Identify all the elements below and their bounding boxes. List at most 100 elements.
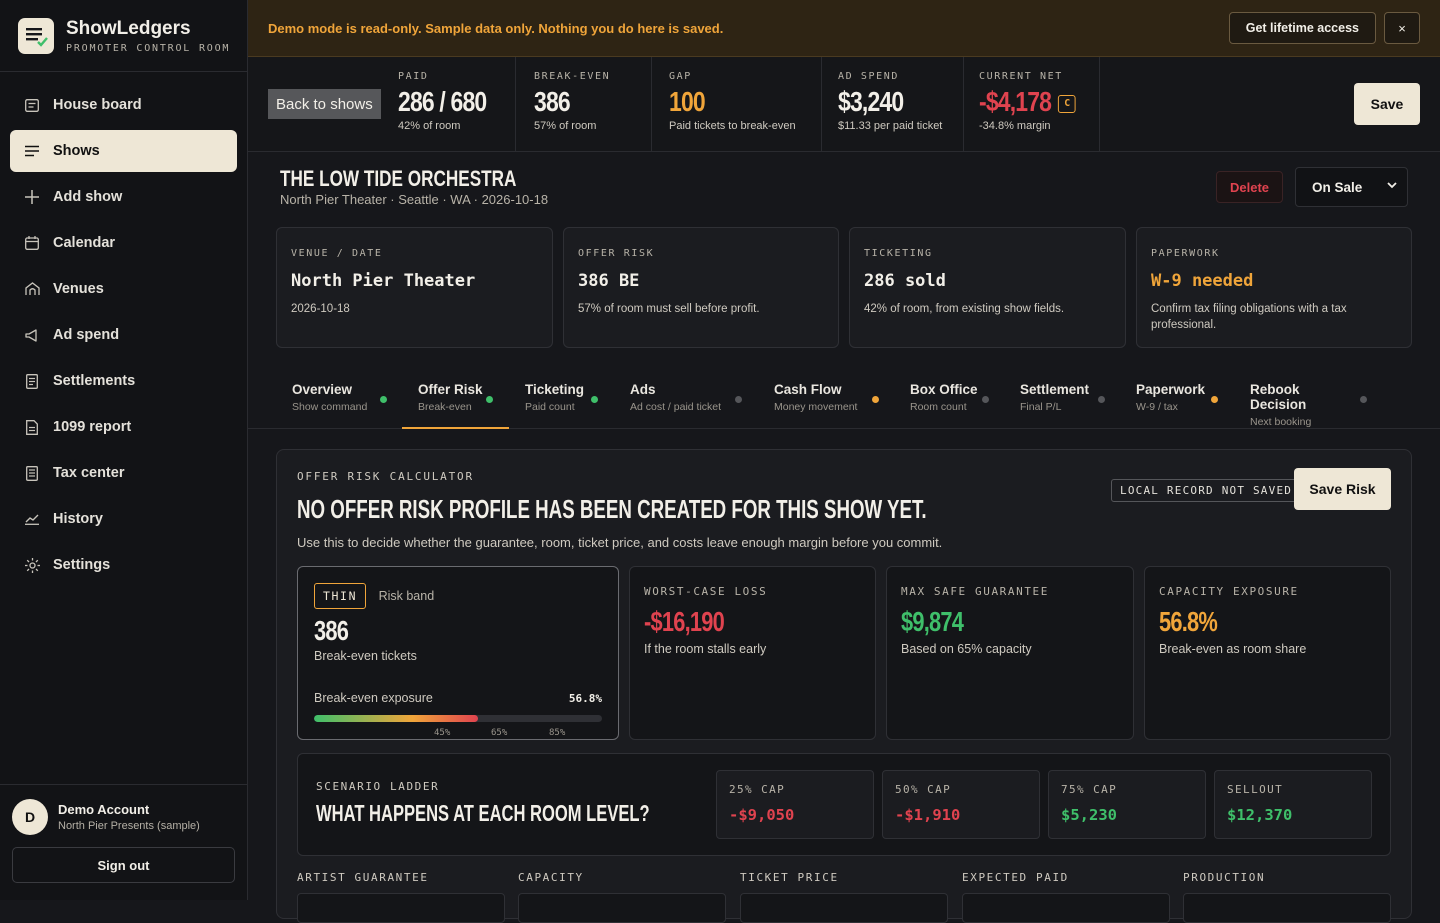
ledger-logo-icon — [18, 17, 54, 54]
sidebar-item-label: House board — [53, 97, 142, 113]
sidebar-item-ad-spend[interactable]: Ad spend — [10, 314, 237, 356]
board-icon — [24, 97, 40, 113]
calculator-label: OFFER RISK CALCULATOR — [297, 470, 474, 483]
sign-out-button[interactable]: Sign out — [12, 847, 235, 883]
save-risk-button[interactable]: Save Risk — [1294, 468, 1391, 510]
delete-show-button[interactable]: Delete — [1216, 171, 1283, 203]
stat-gap: GAP 100 Paid tickets to break-even — [669, 57, 822, 151]
info-sub: Confirm tax filing obligations with a ta… — [1151, 303, 1347, 331]
exposure-bar — [314, 715, 602, 722]
tab-ads[interactable]: Ads Ad cost / paid ticket — [614, 382, 758, 429]
sidebar-item-label: Add show — [53, 189, 123, 205]
sidebar-item-tax-center[interactable]: Tax center — [10, 452, 237, 494]
scenario-label: 75% CAP — [1061, 783, 1118, 796]
info-card-ticketing: TICKETING 286 sold 42% of room, from exi… — [849, 227, 1126, 348]
metric-value: 56.8% — [1159, 606, 1218, 637]
receipt-icon — [24, 373, 40, 389]
scenario-label: SELLOUT — [1227, 783, 1284, 796]
sidebar-item-settings[interactable]: Settings — [10, 544, 237, 586]
status-dot — [1360, 396, 1367, 403]
metric-sub: Break-even as room share — [1159, 642, 1307, 656]
account-panel: D Demo Account North Pier Presents (samp… — [0, 784, 247, 900]
calculator-description: Use this to decide whether the guarantee… — [297, 535, 943, 550]
avatar[interactable]: D — [12, 799, 48, 835]
ladder-title: WHAT HAPPENS AT EACH ROOM LEVEL? — [316, 800, 650, 826]
info-value: W-9 needed — [1151, 271, 1254, 291]
tab-offer-risk[interactable]: Offer Risk Break-even — [402, 382, 509, 429]
risk-band-badge: THIN — [314, 583, 367, 609]
tab-rebook-decision[interactable]: Rebook Decision Next booking — [1234, 382, 1374, 429]
sidebar-item-1099-report[interactable]: 1099 report — [10, 406, 237, 448]
tab-ticketing[interactable]: Ticketing Paid count — [509, 382, 614, 429]
break-even-tickets-value: 386 — [314, 615, 349, 646]
demo-banner: Demo mode is read-only. Sample data only… — [248, 0, 1440, 57]
scenario-value: $12,370 — [1227, 806, 1293, 824]
info-card-paperwork: PAPERWORK W-9 needed Confirm tax filing … — [1136, 227, 1412, 348]
tab-title: Ads — [630, 382, 656, 397]
tab-box-office[interactable]: Box Office Room count — [894, 382, 1004, 429]
capacity-field[interactable] — [518, 893, 726, 923]
expected-paid-field[interactable] — [962, 893, 1170, 923]
scenario-75-cap: 75% CAP $5,230 — [1048, 770, 1206, 839]
info-label: VENUE / DATE — [291, 248, 383, 259]
risk-band-card: THIN Risk band 386 Break-even tickets Br… — [297, 566, 619, 740]
artist-guarantee-field[interactable] — [297, 893, 505, 923]
metric-label: CAPACITY EXPOSURE — [1159, 585, 1299, 598]
sidebar-item-add-show[interactable]: Add show — [10, 176, 237, 218]
stats-bar: Back to shows PAID 286 / 680 42% of room… — [248, 57, 1440, 152]
tab-cash-flow[interactable]: Cash Flow Money movement — [758, 382, 894, 429]
document-icon — [24, 419, 40, 435]
status-dot — [380, 396, 387, 403]
sidebar-item-venues[interactable]: Venues — [10, 268, 237, 310]
stat-sub: 42% of room — [398, 120, 461, 132]
ticket-price-field[interactable] — [740, 893, 948, 923]
brand-subtitle: PROMOTER CONTROL ROOM — [66, 42, 231, 54]
scenario-50-cap: 50% CAP -$1,910 — [882, 770, 1040, 839]
close-banner-button[interactable]: × — [1384, 12, 1420, 44]
capacity-exposure-card: CAPACITY EXPOSURE 56.8% Break-even as ro… — [1144, 566, 1391, 740]
sidebar-item-history[interactable]: History — [10, 498, 237, 540]
brand[interactable]: ShowLedgers PROMOTER CONTROL ROOM — [0, 0, 247, 72]
info-sub: 57% of room must sell before profit. — [578, 303, 760, 315]
tab-paperwork[interactable]: Paperwork W-9 / tax — [1120, 382, 1234, 429]
status-dot — [486, 396, 493, 403]
stat-sub: 57% of room — [534, 120, 597, 132]
tab-sub: Next booking — [1250, 416, 1312, 428]
stat-ad-spend: AD SPEND $3,240 $11.33 per paid ticket — [838, 57, 964, 151]
show-subtitle: North Pier Theater · Seattle · WA · 2026… — [280, 192, 549, 207]
sidebar-item-shows[interactable]: Shows — [10, 130, 237, 172]
status-dot — [591, 396, 598, 403]
info-value: 286 sold — [864, 271, 946, 291]
sidebar-item-label: Settings — [53, 557, 111, 573]
sidebar-item-settlements[interactable]: Settlements — [10, 360, 237, 402]
megaphone-icon — [24, 327, 40, 343]
tab-overview[interactable]: Overview Show command — [276, 382, 402, 429]
tab-title: Overview — [292, 382, 353, 397]
back-to-shows-button[interactable]: Back to shows — [268, 89, 381, 119]
info-label: TICKETING — [864, 248, 933, 259]
sidebar-item-house-board[interactable]: House board — [10, 84, 237, 126]
show-tabs: Overview Show command Offer Risk Break-e… — [248, 372, 1440, 429]
production-field[interactable] — [1183, 893, 1391, 923]
capacity-label: CAPACITY — [518, 871, 584, 884]
scenario-25-cap: 25% CAP -$9,050 — [716, 770, 874, 839]
info-label: OFFER RISK — [578, 248, 655, 259]
get-lifetime-access-button[interactable]: Get lifetime access — [1228, 12, 1376, 44]
sidebar-item-calendar[interactable]: Calendar — [10, 222, 237, 264]
metric-label: MAX SAFE GUARANTEE — [901, 585, 1050, 598]
status-dot — [982, 396, 989, 403]
tab-title: Settlement — [1020, 382, 1090, 397]
stat-value: $3,240 — [838, 86, 904, 117]
account-org: North Pier Presents (sample) — [58, 820, 200, 832]
save-button[interactable]: Save — [1354, 83, 1420, 125]
scenario-label: 25% CAP — [729, 783, 786, 796]
local-record-badge: LOCAL RECORD NOT SAVED — [1111, 479, 1302, 502]
show-status-select[interactable]: On Sale — [1295, 167, 1408, 207]
confidence-badge: C — [1057, 94, 1076, 113]
calculator-title: NO OFFER RISK PROFILE HAS BEEN CREATED F… — [297, 494, 927, 524]
tab-sub: Show command — [292, 401, 368, 413]
offer-risk-calculator: OFFER RISK CALCULATOR NO OFFER RISK PROF… — [276, 449, 1412, 923]
chart-icon — [24, 511, 40, 527]
tab-settlement[interactable]: Settlement Final P/L — [1004, 382, 1120, 429]
stat-label: CURRENT NET — [979, 71, 1063, 82]
